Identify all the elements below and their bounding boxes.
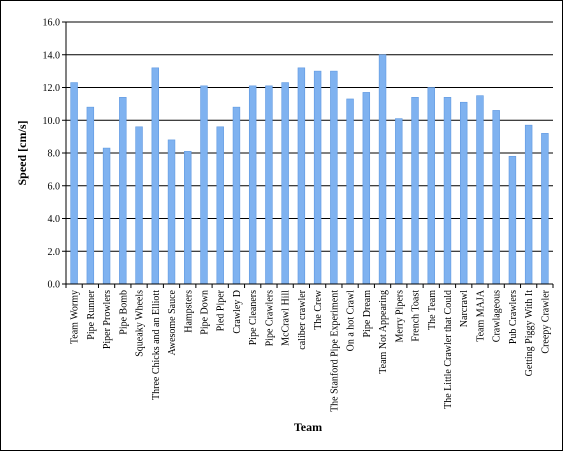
bar (232, 106, 241, 285)
y-tick-label: 0.0 (48, 280, 61, 291)
x-tick-label: French Toast (411, 290, 422, 342)
bar (346, 98, 354, 285)
x-tick-label: Team Not Appearing (378, 290, 389, 374)
x-tick-label: Squeaky Wheels (135, 290, 146, 357)
bar (297, 67, 306, 285)
x-tick-label: caliber crawler (297, 289, 308, 349)
x-tick-label: Pipe Down (199, 290, 210, 335)
y-tick-label: 2.0 (48, 247, 61, 258)
y-tick-label: 10.0 (43, 116, 61, 127)
x-axis-title: Team (294, 420, 322, 434)
y-axis-title: Speed [cm/s] (15, 121, 29, 186)
x-tick-label: Team MAJA (475, 289, 486, 342)
bar (151, 67, 159, 285)
x-tick-label: Pipe Runner (86, 289, 97, 339)
x-tick-label: The Stanford Pipe Experiment (329, 290, 340, 412)
x-tick-label: On a hot Crawl (346, 290, 357, 352)
x-tick-label: The Crew (313, 289, 324, 329)
y-tick-label: 12.0 (43, 83, 61, 94)
bar (524, 124, 533, 285)
bar (86, 106, 95, 285)
gridlines (66, 21, 553, 252)
bar (330, 70, 338, 285)
bar (248, 85, 257, 285)
y-tick-labels: 0.0 2.0 4.0 6.0 8.0 10.0 12.0 14.0 16.0 (43, 18, 61, 291)
bar (313, 70, 322, 285)
bar (135, 126, 143, 285)
y-tick-label: 8.0 (48, 149, 61, 160)
bar (395, 118, 403, 285)
x-tick-label: McCrawl Hill (281, 290, 292, 346)
bar (378, 54, 387, 285)
x-tick-label: Crawley D (232, 290, 243, 334)
y-tick-label: 16.0 (43, 18, 61, 29)
x-tick-label: Pub Crawlers (508, 290, 519, 344)
y-tick-label: 6.0 (48, 181, 61, 192)
x-tick-labels: Team Wormy Pipe Runner Piper Prowlers Pipe … (70, 289, 552, 412)
bar (184, 151, 192, 285)
x-tick-label: The Team (427, 290, 438, 330)
bar (476, 95, 484, 285)
x-tick-label: Pied Piper (216, 289, 227, 331)
x-tick-label: Pipe Bomb (118, 290, 129, 335)
bar (443, 97, 452, 285)
bar (216, 126, 224, 285)
x-tick-label: Team Wormy (70, 290, 81, 344)
bar (541, 133, 549, 285)
bar (167, 139, 176, 285)
x-tick-label: Pipe Crawlers (264, 290, 275, 346)
bar (70, 82, 78, 285)
bar (265, 85, 273, 285)
bar (281, 82, 289, 285)
x-tick-label: Narcrawl (459, 290, 470, 327)
bar (411, 97, 419, 285)
y-tick-label: 14.0 (43, 50, 61, 61)
bar (102, 147, 111, 285)
x-tick-label: The Little Crawler that Could (443, 290, 454, 409)
x-tick-label: Merry Pipers (394, 290, 405, 343)
y-tick-label: 4.0 (48, 214, 61, 225)
bar (460, 101, 468, 285)
x-tick-label: Crawlageous (492, 290, 503, 342)
bar (508, 155, 517, 285)
x-tick-label: Hampsters (183, 290, 194, 333)
bars (70, 54, 549, 285)
bar (119, 97, 127, 285)
x-tick-label: Pipe Cleaners (248, 290, 259, 345)
x-tick-label: Pipe Dream (362, 290, 373, 338)
x-tick-label: Getting Piggy With It (524, 290, 535, 377)
bar (492, 110, 500, 285)
x-tick-label: Piper Prowlers (102, 290, 113, 349)
bar (200, 85, 208, 285)
axes (62, 21, 554, 288)
x-tick-label: Creepy Crawler (540, 289, 551, 353)
bar (362, 92, 371, 285)
x-tick-label: Three Chicks and an Elliott (151, 290, 162, 400)
x-tick-label: Awesome Sauce (167, 289, 178, 355)
bar (427, 87, 435, 285)
